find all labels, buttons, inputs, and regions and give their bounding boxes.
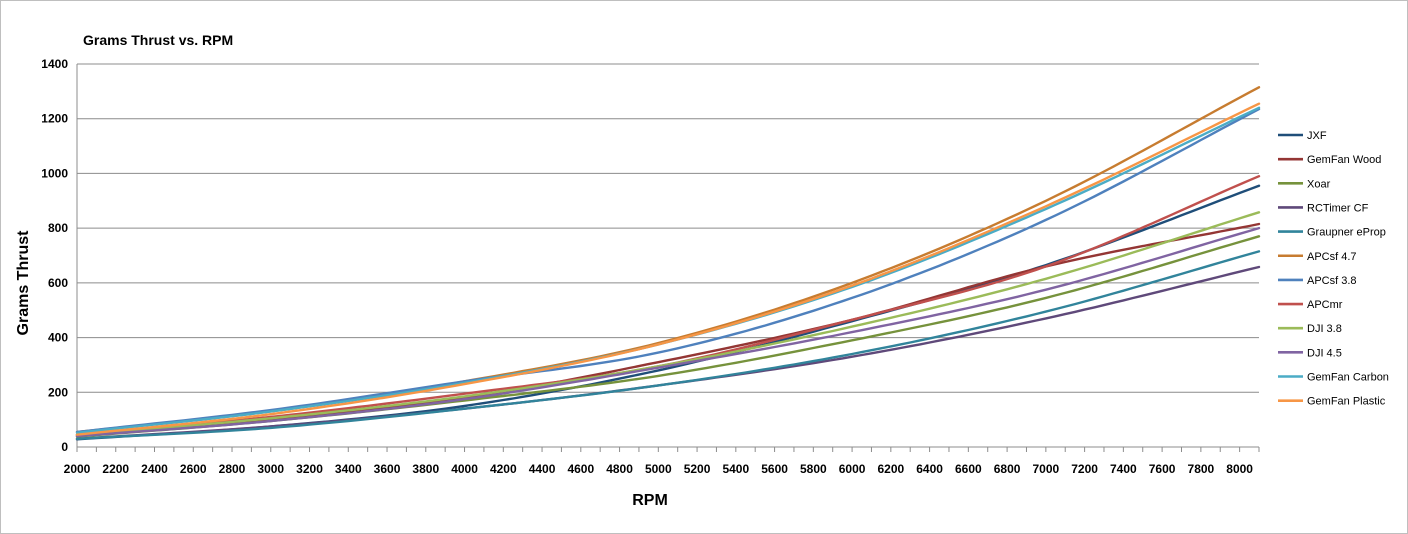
series-line-jxf: [75, 184, 1261, 441]
x-tick-label: 5200: [684, 462, 711, 476]
x-tick-label: 8000: [1226, 462, 1253, 476]
x-tick-label: 3200: [296, 462, 323, 476]
series-line-apcsf-3-8: [75, 107, 1261, 434]
x-tick-label: 3400: [335, 462, 362, 476]
legend-label: APCsf 4.7: [1307, 251, 1357, 263]
y-tick-labels: 0 200 400 600 800 1000 1200 1400: [41, 57, 68, 454]
y-tick-label: 1000: [41, 166, 68, 180]
legend-label: Xoar: [1307, 178, 1331, 190]
x-tick-label: 5800: [800, 462, 827, 476]
x-tick-label: 4800: [606, 462, 633, 476]
legend: JXF GemFan Wood Xoar RCTimer CF Graupner ePr…: [1278, 130, 1389, 408]
series-line-xoar: [75, 235, 1261, 438]
y-tick-label: 0: [61, 440, 68, 454]
x-tick-label: 2600: [180, 462, 207, 476]
x-axis-title: RPM: [632, 492, 668, 509]
x-tick-label: 7000: [1033, 462, 1060, 476]
y-tick-label: 600: [48, 276, 68, 290]
chart-title: Grams Thrust vs. RPM: [83, 32, 233, 48]
x-tick-label: 6200: [877, 462, 904, 476]
x-tick-label: 4200: [490, 462, 517, 476]
legend-label: APCsf 3.8: [1307, 275, 1357, 287]
x-tick-label: 5400: [722, 462, 749, 476]
x-tick-label: 6400: [916, 462, 943, 476]
y-axis-title: Grams Thrust: [15, 230, 32, 336]
x-tick-label: 6800: [994, 462, 1021, 476]
legend-label: GemFan Wood: [1307, 154, 1381, 166]
x-tick-label: 4000: [451, 462, 478, 476]
x-tick-labels: 2000 2200 2400 2600 2800 3000 3200 3400 3600 3800…: [64, 462, 1254, 476]
series-lines: [75, 86, 1261, 441]
x-tick-label: 7400: [1110, 462, 1137, 476]
legend-label: APCmr: [1307, 299, 1343, 311]
x-tick-label: 6600: [955, 462, 982, 476]
legend-label: DJI 3.8: [1307, 323, 1342, 335]
x-tick-label: 3800: [412, 462, 439, 476]
legend-label: DJI 4.5: [1307, 347, 1342, 359]
legend-label: GemFan Carbon: [1307, 372, 1389, 384]
y-tick-label: 800: [48, 221, 68, 235]
series-line-gemfan-plastic: [75, 102, 1261, 436]
x-tick-label: 2000: [64, 462, 91, 476]
legend-label: GemFan Plastic: [1307, 396, 1386, 408]
x-tick-label: 3600: [374, 462, 401, 476]
x-tick-label: 4400: [529, 462, 556, 476]
series-line-dji-3-8: [75, 211, 1261, 436]
x-tick-label: 6000: [839, 462, 866, 476]
x-tick-label: 4600: [567, 462, 594, 476]
x-tick-label: 2400: [141, 462, 168, 476]
x-tick-label: 2800: [219, 462, 246, 476]
y-tick-label: 1200: [41, 112, 68, 126]
legend-label: RCTimer CF: [1307, 202, 1369, 214]
series-line-apcsf-4-7: [75, 86, 1261, 434]
x-tick-label: 7600: [1149, 462, 1176, 476]
x-tick-label: 2200: [102, 462, 129, 476]
x-tick-label: 7800: [1188, 462, 1215, 476]
x-tick-label: 5000: [645, 462, 672, 476]
x-tick-label: 3000: [257, 462, 284, 476]
y-tick-label: 1400: [41, 57, 68, 71]
series-line-graupner-eprop: [75, 250, 1261, 440]
y-tick-label: 200: [48, 385, 68, 399]
series-line-gemfan-wood: [75, 222, 1261, 437]
series-line-dji-4-5: [75, 226, 1261, 438]
y-tick-label: 400: [48, 331, 68, 345]
legend-label: JXF: [1307, 130, 1327, 142]
x-tick-label: 7200: [1071, 462, 1098, 476]
gridlines: [77, 63, 1259, 393]
legend-label: Graupner eProp: [1307, 227, 1386, 239]
series-line-apcmr: [75, 175, 1261, 436]
axes: [76, 64, 1260, 452]
x-tick-label: 5600: [761, 462, 788, 476]
